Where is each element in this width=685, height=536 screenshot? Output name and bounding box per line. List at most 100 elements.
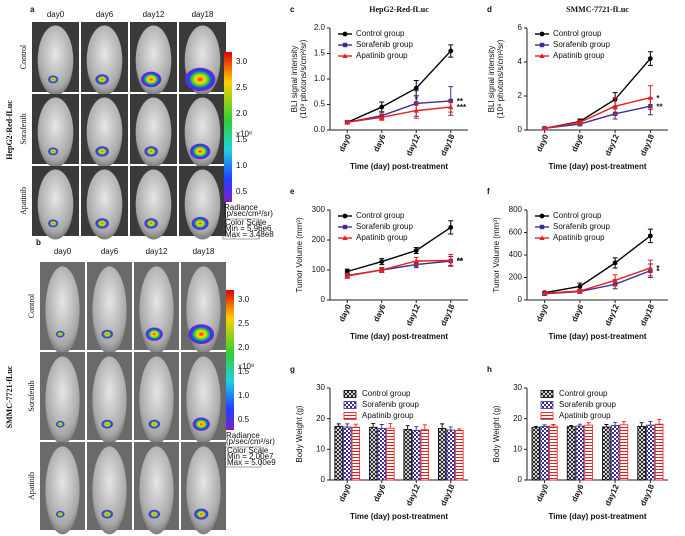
signal-blob xyxy=(48,147,59,156)
point xyxy=(413,85,419,91)
x-tick-label: day6 xyxy=(570,132,586,153)
day-label: day18 xyxy=(192,10,214,19)
point xyxy=(448,48,454,54)
mouse-body xyxy=(139,266,174,355)
panel-label: b xyxy=(36,238,41,247)
error-bar xyxy=(336,423,341,427)
mouse-body xyxy=(92,446,127,535)
x-tick-label: day18 xyxy=(638,132,656,157)
signal-blob xyxy=(95,74,109,85)
bar xyxy=(602,426,611,481)
point xyxy=(539,213,545,219)
color-bar-tick: 1.0 xyxy=(238,391,250,400)
error-bar xyxy=(414,426,419,431)
signal-blob xyxy=(191,216,209,230)
bar xyxy=(610,425,620,481)
bar xyxy=(540,425,549,481)
point xyxy=(539,224,545,230)
error-bar xyxy=(405,425,410,430)
bar xyxy=(549,425,558,481)
point xyxy=(379,267,385,272)
legend-label: Apatinib group xyxy=(553,233,605,242)
mouse-body xyxy=(92,356,127,445)
legend-label: Control group xyxy=(553,211,602,220)
mouse-body xyxy=(86,169,123,240)
bar xyxy=(368,426,378,481)
panel-label: g xyxy=(290,365,295,374)
y-tick-label: 0.5 xyxy=(314,100,326,109)
mouse-body xyxy=(139,446,174,535)
radiance-label: Radiance xyxy=(226,431,260,440)
color-bar xyxy=(224,52,232,202)
error-bar xyxy=(551,424,556,427)
y-tick-label: 30 xyxy=(513,383,522,392)
y-tick-label: 200 xyxy=(509,273,523,282)
point xyxy=(342,53,348,58)
x-tick-label: day0 xyxy=(337,482,353,503)
bar xyxy=(412,429,421,481)
point xyxy=(413,107,419,113)
series-line xyxy=(347,259,451,277)
chart-title: SMMC-7721-fLuc xyxy=(566,5,629,14)
signal-blob xyxy=(101,419,113,429)
error-bar xyxy=(345,423,350,427)
legend-label: Sorafenib group xyxy=(553,222,610,231)
point xyxy=(612,260,618,266)
y-tick-label: 1.0 xyxy=(314,74,326,83)
series-line xyxy=(347,106,451,124)
signal-blob xyxy=(148,509,160,519)
legend-label: Sorafenib group xyxy=(356,222,413,231)
series-line xyxy=(347,100,451,124)
signal-blob xyxy=(192,417,210,431)
mouse-body xyxy=(186,356,221,445)
error-bar xyxy=(533,425,538,428)
series-line xyxy=(544,267,651,294)
error-bar xyxy=(353,423,358,428)
y-tick-label: 0 xyxy=(321,475,326,484)
legend-label: Sorafenib group xyxy=(362,400,419,409)
error-bar xyxy=(648,420,653,426)
signal-blob xyxy=(145,327,163,341)
point xyxy=(413,258,419,263)
error-bar xyxy=(621,421,626,425)
error-bar xyxy=(379,424,384,429)
legend-label: Control group xyxy=(553,29,602,38)
y-axis-label: BLI signal intensity xyxy=(487,46,496,113)
cell-line-label: HepG2-Red-fLuc xyxy=(5,100,14,160)
radiance-label: Radiance xyxy=(224,203,258,212)
point xyxy=(342,31,348,37)
x-tick-label: day18 xyxy=(638,302,656,327)
point xyxy=(379,104,385,110)
day-label: day6 xyxy=(101,247,119,256)
color-scale-min: Min = 5.96e6 xyxy=(225,224,272,233)
color-scale-label: Color Scale xyxy=(225,218,267,227)
legend-label: Control group xyxy=(362,389,411,398)
signal-blob xyxy=(148,419,160,429)
bar xyxy=(531,426,541,481)
color-scale-max: Max = 5.00e9 xyxy=(227,458,276,467)
bar xyxy=(386,427,395,481)
point xyxy=(577,288,583,293)
point xyxy=(542,125,548,131)
point xyxy=(577,119,583,125)
group-label: Apatinib xyxy=(19,187,28,215)
bar xyxy=(351,426,361,481)
y-tick-label: 300 xyxy=(312,205,326,214)
signal-blob xyxy=(101,509,113,519)
x-tick-label: day6 xyxy=(372,302,388,323)
x-tick-label: day0 xyxy=(534,482,550,503)
x-axis-label: Time (day) post-treatment xyxy=(548,512,646,521)
significance-mark: *** xyxy=(457,103,467,112)
x-tick-label: day18 xyxy=(439,482,457,507)
error-bar xyxy=(422,424,427,430)
signal-blob xyxy=(48,219,59,228)
cell-line-label: SMMC-7721-fLuc xyxy=(5,365,14,428)
group-label: Sorafenib xyxy=(27,380,36,411)
x-tick-label: day0 xyxy=(337,302,353,323)
series-line xyxy=(544,235,651,294)
point xyxy=(342,213,348,219)
error-bar xyxy=(657,419,662,425)
error-bar xyxy=(388,423,393,429)
x-tick-label: day12 xyxy=(404,132,422,157)
